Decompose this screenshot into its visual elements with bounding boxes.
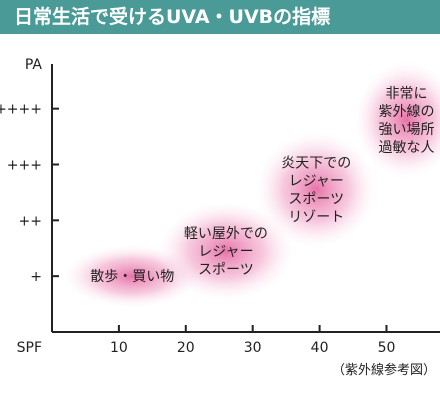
y-tick-label: +++ [7,158,42,174]
data-point-label: スポーツ [198,262,254,278]
x-axis-label: SPF [17,340,42,356]
data-point-label: 軽い屋外での [184,226,268,242]
y-tick-label: + [30,269,42,285]
source-note: （紫外線参考図） [332,362,436,378]
data-point-label: レジャー [198,244,253,260]
title-bar: 日常生活で受けるUVA・UVBの指標 [0,0,440,34]
data-point-label: リゾート [288,210,344,226]
data-point-bubble [354,61,440,178]
y-axis-label: PA [25,57,43,73]
data-point-label: 散歩・買い物 [90,269,174,285]
data-point-label: 強い場所 [379,122,435,138]
x-tick-label: 10 [110,340,128,356]
data-point-label: 炎天下での [281,156,351,172]
data-point-label: 非常に [386,86,428,102]
data-point-bubble [157,202,294,301]
x-tick-label: 30 [244,340,262,356]
data-point-label: スポーツ [288,192,344,208]
y-tick-label: ++++ [0,102,42,118]
data-point-bubble [256,131,377,248]
y-tick-label: ++ [19,213,42,229]
data-point-label: レジャー [289,174,344,190]
data-point-label: 過敏な人 [379,140,435,156]
x-tick-label: 20 [177,340,195,356]
x-tick-label: 40 [311,340,329,356]
chart-title: 日常生活で受けるUVA・UVBの指標 [14,6,331,28]
data-point-label: 紫外線の [379,104,435,120]
x-tick-label: 50 [378,340,396,356]
